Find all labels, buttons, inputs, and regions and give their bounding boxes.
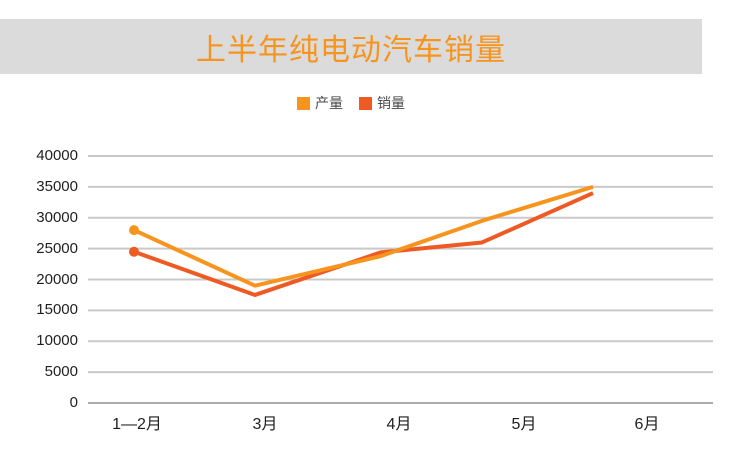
y-axis-tick-label: 35000	[36, 177, 78, 195]
x-axis-tick-label: 1—2月	[112, 416, 162, 433]
y-axis-tick-label: 40000	[36, 147, 78, 164]
x-axis-tick-label: 6月	[634, 416, 660, 433]
legend-swatch-production-icon	[297, 96, 310, 110]
x-axis-tick-label: 4月	[386, 416, 412, 433]
series-line-销量	[133, 191, 594, 297]
y-axis-tick-label: 5000	[44, 363, 78, 381]
x-axis-tick-label: 3月	[252, 416, 278, 433]
y-axis-tick-label: 30000	[36, 208, 78, 226]
first-point-marker-产量	[129, 225, 139, 236]
legend-label-production: 产量	[315, 95, 343, 111]
y-axis-tick-label: 15000	[36, 301, 78, 319]
chart-legend: 产量 销量	[0, 94, 702, 112]
legend-item-sales: 销量	[359, 96, 405, 110]
y-axis-tick-label: 20000	[36, 270, 78, 288]
y-axis-tick-label: 0	[69, 394, 78, 411]
first-point-marker-销量	[129, 246, 139, 257]
y-axis-tick-label: 25000	[36, 239, 78, 257]
title-banner: 上半年纯电动汽车销量	[0, 19, 702, 74]
y-axis-tick-label: 10000	[36, 332, 78, 350]
gridlines-group	[88, 155, 713, 404]
chart-title: 上半年纯电动汽车销量	[196, 33, 506, 67]
series-group	[129, 184, 594, 297]
legend-item-production: 产量	[297, 96, 343, 110]
legend-swatch-sales-icon	[359, 96, 372, 110]
x-axis-tick-label: 5月	[511, 416, 537, 433]
series-line-产量	[133, 184, 594, 288]
legend-label-sales: 销量	[377, 95, 405, 111]
